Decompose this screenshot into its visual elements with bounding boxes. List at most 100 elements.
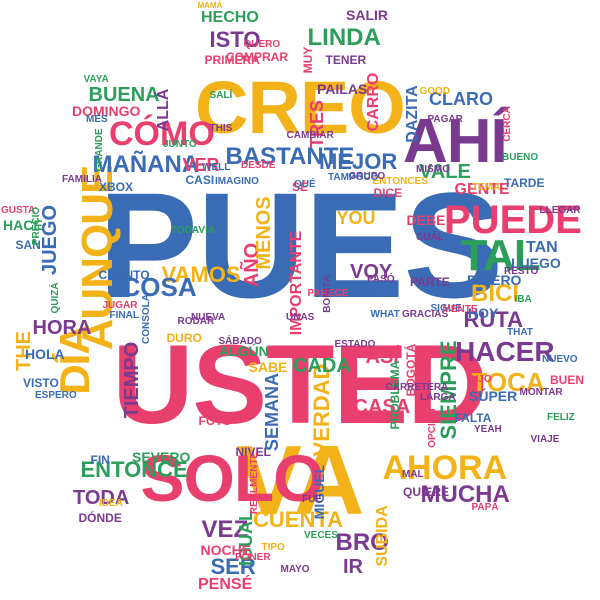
cloud-word-paso: PASÓ — [367, 274, 395, 285]
cloud-word-tarde: TARDE — [504, 176, 545, 190]
cloud-word-llegar: LLEGAR — [539, 205, 581, 216]
cloud-word-falta: FALTA — [454, 411, 492, 425]
cloud-word-va: VA — [236, 425, 365, 535]
cloud-word-nuevo: NUEVO — [542, 354, 578, 365]
cloud-word-veces: VECES — [304, 530, 338, 541]
cloud-word-se: SÉ — [292, 180, 309, 194]
cloud-word-foto: FOTO — [198, 414, 232, 428]
cloud-word-carretera: CARRETERA — [385, 382, 449, 393]
cloud-word-alla: ALLÁ — [154, 88, 172, 132]
cloud-word-bastante: BASTANTE — [225, 143, 355, 170]
cloud-word-cuanto: CUÁNTO — [98, 268, 150, 282]
cloud-word-feliz: FELIZ — [547, 412, 575, 423]
cloud-word-todavia: TODAVÍA — [171, 225, 216, 236]
cloud-word-bueno: BUENO — [502, 152, 539, 163]
cloud-word-mes: MES — [86, 114, 108, 125]
cloud-word-hora: HORA — [32, 317, 92, 339]
cloud-word-unas: UNAS — [286, 312, 315, 323]
cloud-word-pagar: PAGAR — [427, 114, 463, 125]
cloud-word-jugar: JUGAR — [102, 300, 138, 311]
cloud-word-linda: LINDA — [307, 24, 381, 51]
cloud-word-ver: VER — [182, 155, 220, 175]
cloud-word-duro: DURO — [166, 331, 202, 345]
cloud-word-bro: BRO — [335, 529, 389, 556]
cloud-word-carro: CARRO — [364, 72, 382, 132]
cloud-word-imagino: IMAGINO — [215, 176, 259, 187]
cloud-word-bici: BICI — [471, 280, 519, 307]
cloud-word-nivel: NIVEL — [235, 445, 271, 459]
cloud-word-comprar: COMPRAR — [226, 50, 288, 64]
cloud-word-you: YOU — [336, 208, 376, 228]
cloud-word-tener: TENER — [325, 53, 367, 67]
cloud-word-toda: TODA — [73, 487, 130, 509]
cloud-word-voy: VOY — [350, 261, 393, 283]
cloud-word-tema: TEMA — [472, 182, 501, 193]
cloud-word-fue: FUE — [302, 494, 322, 505]
cloud-word-mayo: MAYO — [280, 564, 310, 575]
cloud-word-miguel: MIGUEL — [311, 464, 328, 520]
cloud-word-fin: FIN — [90, 453, 110, 467]
cloud-word-grupo: GRUPO — [348, 171, 386, 182]
cloud-word-severo: SEVERO — [132, 449, 191, 465]
cloud-word-cambiar: CAMBIAR — [286, 130, 334, 141]
cloud-word-hace: HACE — [3, 217, 43, 233]
cloud-word-quero: QUERO — [243, 39, 281, 50]
cloud-word-that: THAT — [507, 327, 533, 338]
cloud-word-final: FINAL — [109, 310, 139, 321]
cloud-word-estado: ESTADO — [334, 339, 376, 350]
cloud-word-quiere: QUIERE — [403, 485, 450, 499]
cloud-word-idea: IDEA — [99, 498, 123, 509]
cloud-word-visto: VISTO — [23, 376, 59, 390]
cloud-word-montar: MONTAR — [519, 387, 563, 398]
cloud-word-dice: DICE — [373, 186, 403, 200]
cloud-word-san: SAN — [15, 238, 41, 252]
cloud-word-subida: SUBIDA — [374, 505, 392, 567]
cloud-word-nueva: NUEVA — [191, 312, 226, 323]
cloud-word-cuenta: CUENTA — [253, 507, 344, 532]
cloud-word-xbox: XBOX — [99, 180, 134, 194]
cloud-word-hoy: HOY — [468, 305, 499, 321]
cloud-word-larga: LARGA — [420, 392, 456, 403]
cloud-word-verdad: VERDAD — [308, 363, 334, 457]
cloud-word-mama: MAMÁ — [197, 1, 223, 10]
cloud-word-mente: MENTE — [442, 304, 478, 315]
cloud-word-tampoco: TAMPOCO — [328, 172, 379, 183]
cloud-word-bonita: BONITA — [321, 275, 333, 313]
cloud-word-gracias: GRACIAS — [402, 309, 449, 320]
cloud-word-espero: ESPERO — [35, 390, 77, 401]
cloud-word-good: GOOD — [419, 86, 451, 97]
cloud-word-isto: ISTO — [209, 27, 261, 52]
cloud-word-vamos: VAMOS — [161, 262, 241, 287]
cloud-word-dijo: DIJO — [468, 374, 492, 385]
cloud-word-noche: NOCHE — [200, 542, 252, 558]
cloud-word-toca: TOCA — [471, 367, 545, 397]
cloud-word-tiempo: TIEMPO — [120, 341, 143, 419]
cloud-word-juego: JUEGO — [39, 204, 62, 276]
cloud-word-opcion: OPCIÓN — [427, 408, 439, 448]
cloud-word-puede: PUEDE — [444, 198, 582, 242]
cloud-word-pailas: PAILAS — [317, 81, 368, 97]
cloud-word-dinero: DINERO — [467, 272, 522, 288]
cloud-word-semana: SEMANA — [262, 372, 283, 452]
cloud-word-ruta: RUTA — [463, 307, 523, 332]
cloud-word-mejor: MEJOR — [319, 149, 398, 174]
cloud-word-pense: PENSÉ — [198, 576, 253, 593]
cloud-word-que: QUÉ — [294, 179, 316, 190]
cloud-word-sigue: SIGUE — [430, 303, 462, 314]
cloud-word-buen: BUEN — [550, 373, 585, 387]
cloud-word-tal: TAL — [460, 231, 541, 280]
cloud-word-quiza: QUIZÁ — [50, 282, 62, 314]
cloud-word-resto: RESTO — [504, 266, 539, 277]
cloud-word-iba: IBA — [514, 294, 532, 305]
cloud-word-gente: GENTE — [454, 181, 510, 198]
cloud-word-what: WHAT — [370, 309, 400, 320]
cloud-word-solo: SOLO — [140, 441, 325, 515]
cloud-word-usted: USTED — [112, 322, 489, 447]
cloud-word-buena: BUENA — [88, 84, 160, 106]
cloud-word-desde: DESDE — [241, 160, 276, 171]
cloud-word-algun: ALGÚN — [219, 343, 269, 359]
cloud-word-manana: MAÑANA — [92, 151, 200, 178]
cloud-word-mal: MAL — [402, 469, 424, 480]
cloud-word-sabe: SABE — [248, 359, 288, 375]
